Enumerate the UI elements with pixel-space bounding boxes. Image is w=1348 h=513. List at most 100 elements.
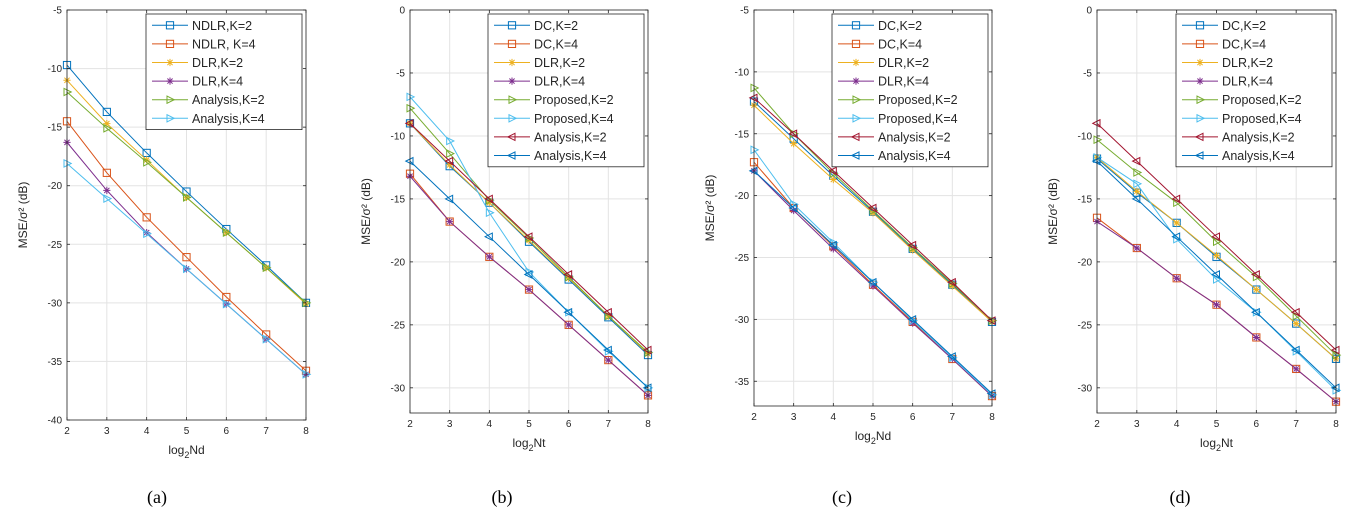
legend-marker [852, 58, 860, 67]
y-axis-label: MSE/σ² (dB) [703, 175, 717, 242]
y-tick-label: -20 [735, 191, 750, 202]
x-tick-label: 3 [447, 419, 453, 430]
legend-marker [1194, 151, 1204, 160]
legend-label: Analysis,K=2 [1222, 130, 1295, 144]
legend-marker [852, 113, 862, 123]
data-point [1251, 270, 1260, 279]
legend-label: Analysis,K=4 [878, 149, 951, 163]
data-point [986, 389, 996, 399]
legend-label: Analysis,K=4 [1222, 149, 1295, 163]
data-point [790, 129, 799, 139]
series-line [66, 120, 307, 372]
legend-marker [1196, 58, 1204, 67]
data-point [444, 194, 454, 204]
figure-caption: (c) [832, 487, 852, 508]
data-point [604, 356, 612, 364]
y-tick-label: -25 [735, 253, 750, 264]
legend-label: DLR,K=4 [878, 75, 929, 89]
data-point [748, 166, 758, 176]
x-tick-label: 6 [1254, 419, 1260, 430]
data-point [1332, 350, 1342, 360]
legend-label: Proposed,K=2 [534, 93, 614, 107]
series-line [409, 122, 649, 351]
x-axis-label-sub: 2 [184, 450, 189, 460]
data-point [867, 277, 877, 287]
legend-marker [1196, 77, 1204, 85]
x-tick-label: 7 [263, 426, 269, 437]
legend-marker [508, 58, 516, 67]
data-point [404, 118, 414, 128]
legend-marker [852, 95, 862, 105]
series-line [753, 97, 993, 321]
legend-label: DLR,K=2 [1222, 56, 1273, 70]
x-tick-label: 8 [989, 412, 995, 423]
legend-box [145, 13, 303, 130]
data-point [262, 263, 272, 273]
data-point [523, 270, 533, 279]
legend-label: DLR,K=4 [534, 75, 585, 89]
legend-label: NDLR,K=2 [192, 19, 252, 33]
x-axis-label-sub: 2 [871, 436, 876, 446]
y-tick-label: -5 [740, 6, 749, 17]
legend-label: Proposed,K=4 [1222, 112, 1302, 126]
legend-marker [166, 113, 176, 123]
series-line [409, 160, 649, 389]
x-tick-label: 3 [1134, 419, 1140, 430]
data-point [523, 232, 533, 242]
legend-label: NDLR, K=4 [192, 37, 256, 51]
data-point [748, 93, 758, 103]
data-point [103, 186, 111, 194]
y-tick-label: 0 [399, 6, 405, 17]
data-point [1091, 156, 1101, 166]
data-point [642, 345, 652, 355]
data-point [484, 194, 493, 204]
data-point [143, 229, 152, 239]
data-point [829, 245, 837, 253]
y-tick-label: -25 [1078, 320, 1093, 331]
legend-label: DLR,K=2 [878, 56, 929, 70]
data-point [103, 194, 113, 204]
x-tick-label: 7 [950, 412, 956, 423]
data-point [103, 123, 113, 133]
legend-label: Analysis,K=2 [192, 93, 265, 107]
data-point [907, 314, 917, 324]
x-axis-label-rest: Nt [534, 436, 547, 450]
series-line [1096, 139, 1337, 356]
data-point [1133, 244, 1141, 252]
legend-label: Analysis,K=4 [534, 149, 607, 163]
y-tick-label: -30 [735, 315, 750, 326]
x-tick-label: 3 [104, 426, 110, 437]
legend-label: Analysis,K=2 [534, 130, 607, 144]
data-point [446, 136, 455, 146]
data-point [947, 277, 956, 287]
data-point [1211, 232, 1220, 242]
x-tick-label: 4 [831, 412, 837, 423]
data-point [1212, 251, 1221, 260]
data-point [183, 264, 192, 274]
x-tick-label: 6 [910, 412, 916, 423]
legend-marker [1195, 39, 1205, 48]
y-tick-label: -30 [48, 298, 63, 309]
legend-label: DC,K=2 [534, 19, 578, 33]
data-point [485, 195, 495, 205]
data-point [565, 321, 573, 329]
legend-marker [1196, 95, 1206, 105]
data-point [404, 156, 414, 166]
data-point [142, 213, 151, 222]
data-point [750, 83, 760, 93]
data-point [828, 240, 837, 250]
data-point [103, 120, 111, 128]
y-tick-label: -10 [735, 67, 750, 78]
legend-marker [1196, 113, 1206, 123]
legend-label: Proposed,K=4 [878, 112, 958, 126]
series-line [409, 107, 649, 353]
y-tick-label: -5 [53, 6, 62, 17]
legend-box [1175, 13, 1333, 168]
data-point [446, 217, 454, 226]
data-point [565, 274, 573, 282]
y-tick-label: 0 [1086, 6, 1092, 17]
data-point [788, 203, 798, 213]
legend-label: Proposed,K=2 [878, 93, 958, 107]
y-tick-label: -10 [48, 64, 63, 75]
